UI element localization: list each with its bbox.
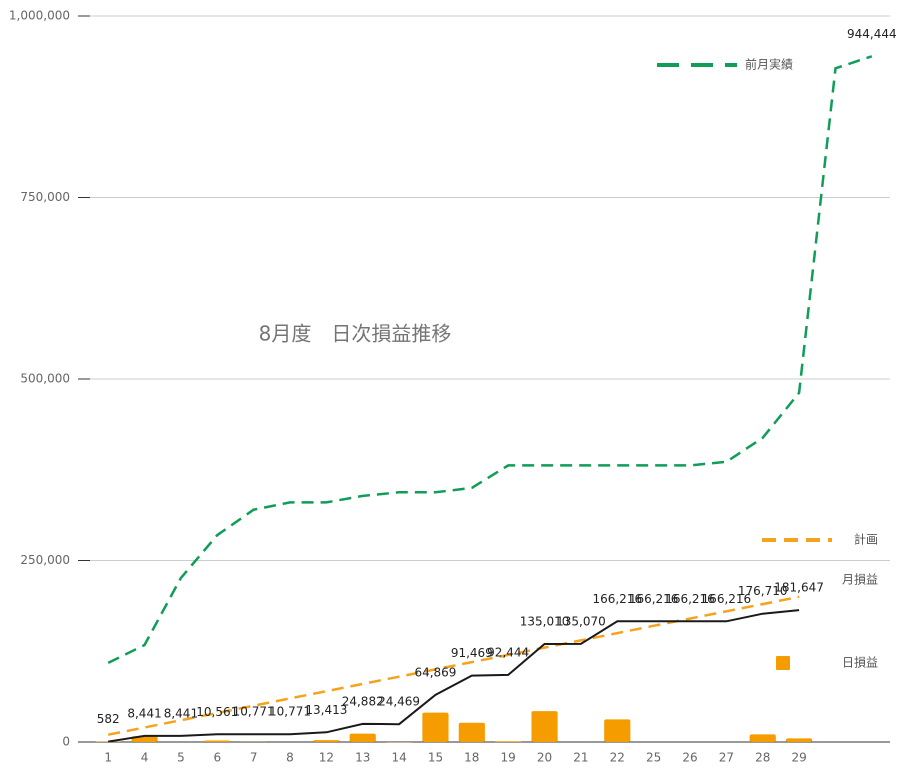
data-label: 91,469 [451, 646, 493, 660]
x-tick-label: 28 [755, 751, 770, 765]
bar [313, 740, 340, 742]
x-tick-label: 1 [104, 751, 112, 765]
bar [495, 741, 522, 742]
legend-label: 計画 [854, 532, 878, 547]
bar [422, 712, 449, 742]
x-tick-label: 8 [286, 751, 294, 765]
line [107, 55, 873, 665]
data-label: 92,444 [487, 645, 529, 659]
x-tick-label: 13 [355, 751, 370, 765]
data-label: 24,882 [342, 694, 384, 708]
y-tick-label: 0 [62, 735, 70, 749]
data-label: 10,771 [269, 705, 311, 719]
data-label: 135,070 [556, 614, 606, 628]
data-label: 135,010 [520, 614, 570, 628]
data-label: 24,469 [378, 695, 420, 709]
legend-label: 日損益 [842, 655, 878, 670]
line [108, 609, 800, 743]
y-tick-label: 1,000,000 [9, 9, 70, 23]
x-tick-label: 29 [791, 751, 806, 765]
data-label: 166,216 [629, 592, 679, 606]
y-tick-label: 750,000 [20, 190, 70, 204]
x-tick-label: 18 [464, 751, 479, 765]
data-label: 166,216 [592, 592, 642, 606]
legend-label: 前月実績 [745, 57, 793, 72]
legend-label: 月損益 [842, 572, 878, 587]
bar [531, 711, 558, 742]
x-tick-label: 27 [719, 751, 734, 765]
x-tick-label: 19 [501, 751, 516, 765]
bar [204, 740, 231, 742]
bar [604, 719, 631, 742]
x-tick-label: 5 [177, 751, 185, 765]
data-label: 13,413 [305, 703, 347, 717]
x-tick-label: 15 [428, 751, 443, 765]
x-tick-label: 26 [682, 751, 697, 765]
data-label: 8,441 [164, 706, 198, 720]
x-tick-label: 21 [573, 751, 588, 765]
y-tick-label: 250,000 [20, 553, 70, 567]
x-tick-label: 12 [319, 751, 334, 765]
legend-swatch [776, 656, 790, 670]
data-label: 8,441 [127, 706, 161, 720]
data-label: 166,216 [702, 592, 752, 606]
x-tick-label: 20 [537, 751, 552, 765]
data-label: 944,444 [847, 27, 897, 41]
bar [458, 722, 485, 742]
data-label: 181,647 [774, 581, 824, 595]
x-tick-label: 6 [213, 751, 221, 765]
data-label: 176,710 [738, 584, 788, 598]
data-label: 10,771 [233, 705, 275, 719]
bar [749, 734, 776, 742]
data-label: 64,869 [414, 665, 456, 679]
x-tick-label: 7 [250, 751, 258, 765]
bar [786, 738, 813, 742]
data-label: 10,561 [196, 705, 238, 719]
x-tick-label: 25 [646, 751, 661, 765]
data-label: 166,216 [665, 592, 715, 606]
bar [349, 733, 376, 742]
data-label: 582 [97, 712, 120, 726]
line [107, 595, 800, 736]
x-tick-label: 22 [610, 751, 625, 765]
x-tick-label: 4 [141, 751, 149, 765]
y-tick-label: 500,000 [20, 372, 70, 386]
chart-title: 8月度 日次損益推移 [259, 322, 452, 346]
x-tick-label: 14 [391, 751, 406, 765]
